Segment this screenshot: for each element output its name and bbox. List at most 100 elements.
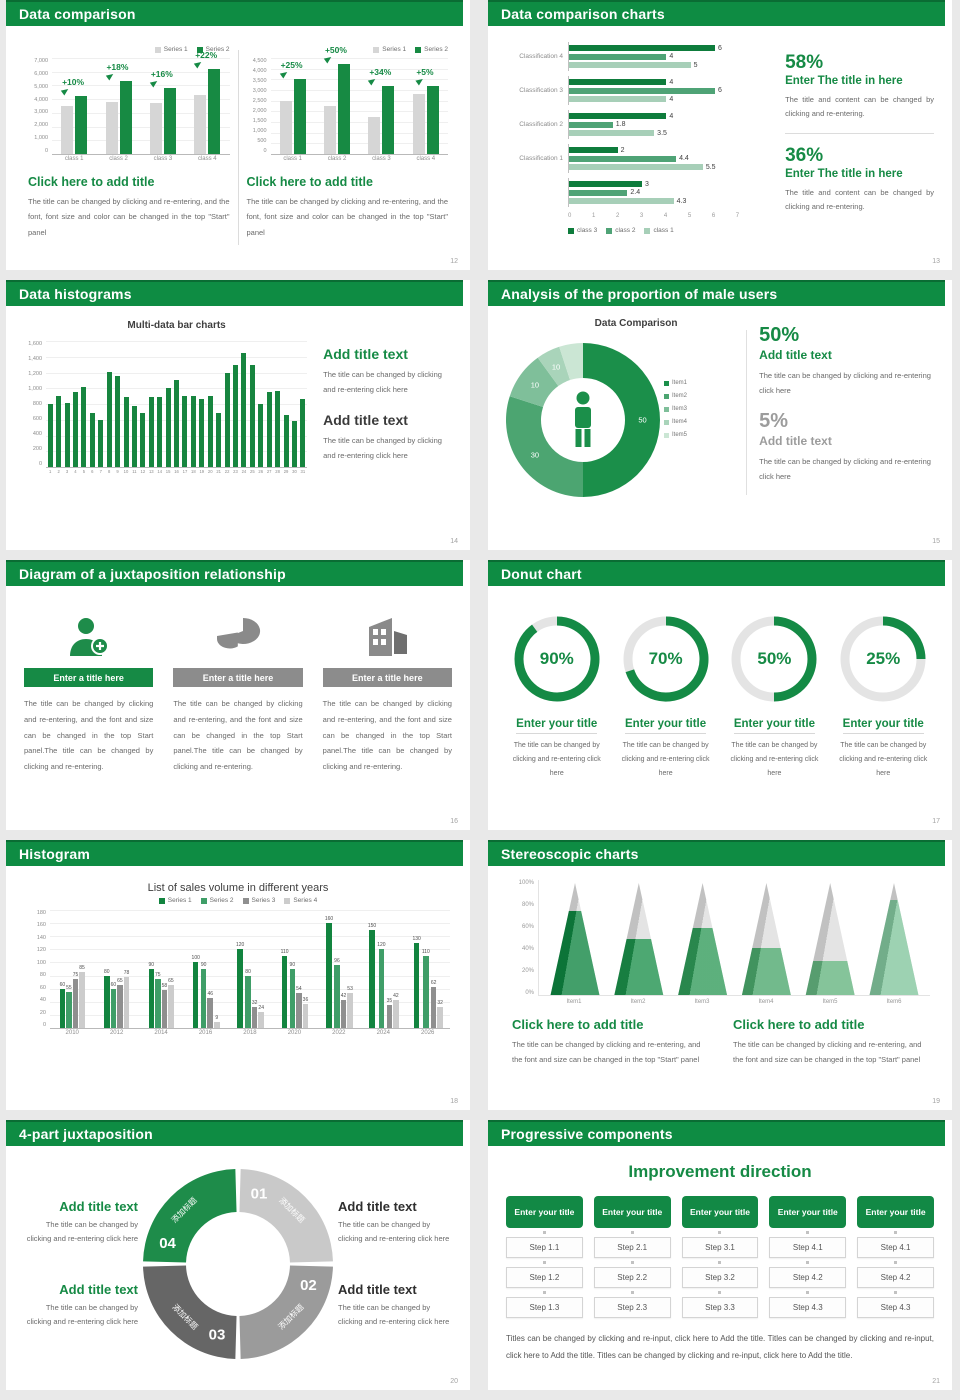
slide-header: 4-part juxtaposition [6,1120,463,1146]
bar [412,94,425,154]
bar [437,1007,443,1028]
x-axis-label: 13 [148,469,154,474]
connector-dot [542,1291,546,1294]
step-box[interactable]: Step 3.1 [681,1237,759,1258]
bar-group [155,341,163,467]
slide-title: Stereoscopic charts [501,846,639,862]
legend-label: Item2 [672,393,688,399]
step-box[interactable]: Step 1.3 [506,1297,583,1318]
enter-title-button[interactable]: Enter your title [593,1196,671,1228]
enter-title-button[interactable]: Enter your title [506,1196,583,1228]
plot-area [46,341,308,468]
bar [148,969,154,1028]
slide-header: Donut chart [488,560,945,586]
bar [302,1004,309,1028]
step-box[interactable]: Step 4.2 [857,1267,934,1288]
enter-title-button[interactable]: Enter your title [769,1196,847,1228]
page-number: 18 [450,1098,458,1105]
legend-label: Series 2 [424,46,448,53]
bar [569,164,703,170]
connector-dot [542,1261,546,1264]
slide-12-data-comparison[interactable]: Data comparison Series 1 Series 2 7,000 6,… [6,0,470,270]
bar-value-label: 35 [386,998,393,1005]
enter-title-button[interactable]: Enter your title [857,1196,934,1228]
bar-value-label: 2 [620,146,625,154]
title-bar: Enter a title here [24,668,154,687]
step-box[interactable]: Step 1.2 [506,1267,583,1288]
legend-item: Series 2 [200,897,234,904]
bar [338,64,351,154]
block-body: The title can be changed by clicking and… [323,435,442,461]
gridline [52,154,230,155]
page-number: 13 [932,258,940,265]
gridline [52,140,230,142]
percent-annotation: +25% [279,60,303,79]
x-axis-label: 2 [57,469,60,474]
slide-14-data-histograms[interactable]: Data histograms Multi-data bar charts 1,… [6,280,470,550]
step-box[interactable]: Step 4.1 [857,1237,934,1258]
step-box[interactable]: Step 3.3 [681,1297,759,1318]
slide-13-data-comparison-charts[interactable]: Data comparison charts Classification 4 6… [488,0,952,270]
step-box[interactable]: Step 2.3 [593,1297,671,1318]
bar [296,992,302,1028]
step-box[interactable]: Step 1.1 [506,1237,583,1258]
slide-17-donut-chart[interactable]: Donut chart 90% Enter your title The title… [488,560,952,830]
wheel-segment [239,1169,333,1263]
bar-group: 110 90 54 36 [272,910,316,1028]
x-axis-label: class 1 [283,156,303,162]
bar-group [139,341,147,467]
gridline [270,122,448,123]
bar [98,419,104,467]
ring-title: Enter your title [516,718,598,734]
bar-group [46,341,54,467]
chart-title: Data Comparison [594,318,678,329]
bar-value-label: 100 [191,955,200,962]
gridline [270,132,448,134]
column-body: The title can be changed by clicking and… [173,699,303,771]
step-box[interactable]: Step 4.3 [769,1297,847,1318]
slide-18-histogram[interactable]: Histogram List of sales volume in differ… [6,840,470,1110]
y-axis-tick: 1,200 [28,371,42,377]
connector-dot [718,1261,722,1264]
legend-item: class 2 [606,227,635,234]
bar-group: +16% [141,58,185,154]
y-axis-tick: 0 [44,147,48,154]
step-box[interactable]: Step 2.1 [593,1237,671,1258]
bar [245,975,251,1028]
step-box[interactable]: Step 3.2 [681,1267,759,1288]
step-box[interactable]: Step 2.2 [593,1267,671,1288]
right-text-column: Add title text The title can be changed … [338,1199,456,1330]
y-axis-tick: 6,000 [34,70,48,77]
bar-value-label: 6 [718,87,722,94]
segment-number: 03 [209,1326,226,1343]
slide-15-male-users-proportion[interactable]: Analysis of the proportion of male users… [488,280,952,550]
step-box[interactable]: Step 4.3 [857,1297,934,1318]
grouped-bar-chart: 7,000 6,000 5,000 4,000 3,000 2,000 1,000 0 +10%… [28,50,230,162]
bar-value-label: 5 [693,61,698,69]
plot-area: 60 55 75 85 80 60 65 78 90 75 58 65 100 90 46 9 120 80 32 2… [50,910,450,1029]
slide-16-juxtaposition-diagram[interactable]: Diagram of a juxtaposition relationship … [6,560,470,830]
male-person-icon [575,391,591,447]
bar-value-label: 65 [168,978,174,985]
step-box[interactable]: Step 4.2 [769,1267,847,1288]
slide-21-progressive-components[interactable]: Progressive components Improvement direc… [488,1120,952,1390]
slide-20-4-part-juxtaposition[interactable]: 4-part juxtaposition Add title text The … [6,1120,470,1390]
slide-header: Stereoscopic charts [488,840,945,866]
x-axis-label: 20 [207,469,213,474]
step-box[interactable]: Step 4.1 [769,1237,847,1258]
bar [569,189,628,196]
bar [275,391,281,467]
x-axis-label: 31 [300,469,306,474]
legend-swatch-icon [415,46,422,53]
bar-group [273,341,281,467]
gridline [270,90,448,91]
enter-title-button[interactable]: Enter your title [681,1196,759,1228]
bar-group: +34% [359,58,403,154]
bar-group: Classification 4 6 4 5 [506,42,767,71]
x-axis: Item1 Item2 Item3 Item4 Item5 Item6 [538,999,930,1005]
y-axis-tick: 20% [521,968,534,974]
bar-value-label: 4 [669,78,674,86]
slide-19-stereoscopic-charts[interactable]: Stereoscopic charts 100% 80% 60% 40% 20% 0% It… [488,840,952,1110]
bar [106,372,112,467]
